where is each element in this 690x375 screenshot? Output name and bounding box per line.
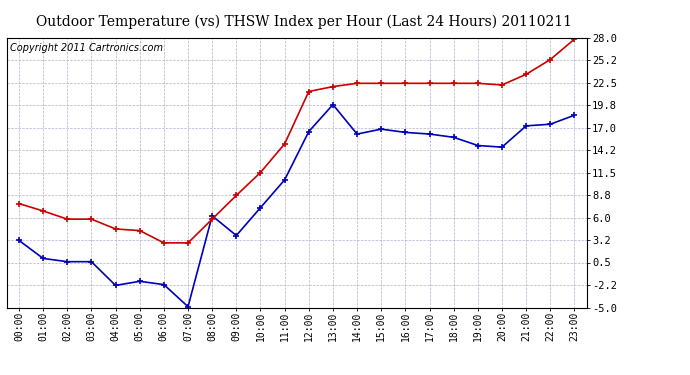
Text: Outdoor Temperature (vs) THSW Index per Hour (Last 24 Hours) 20110211: Outdoor Temperature (vs) THSW Index per … bbox=[36, 15, 571, 29]
Text: Copyright 2011 Cartronics.com: Copyright 2011 Cartronics.com bbox=[10, 43, 163, 53]
